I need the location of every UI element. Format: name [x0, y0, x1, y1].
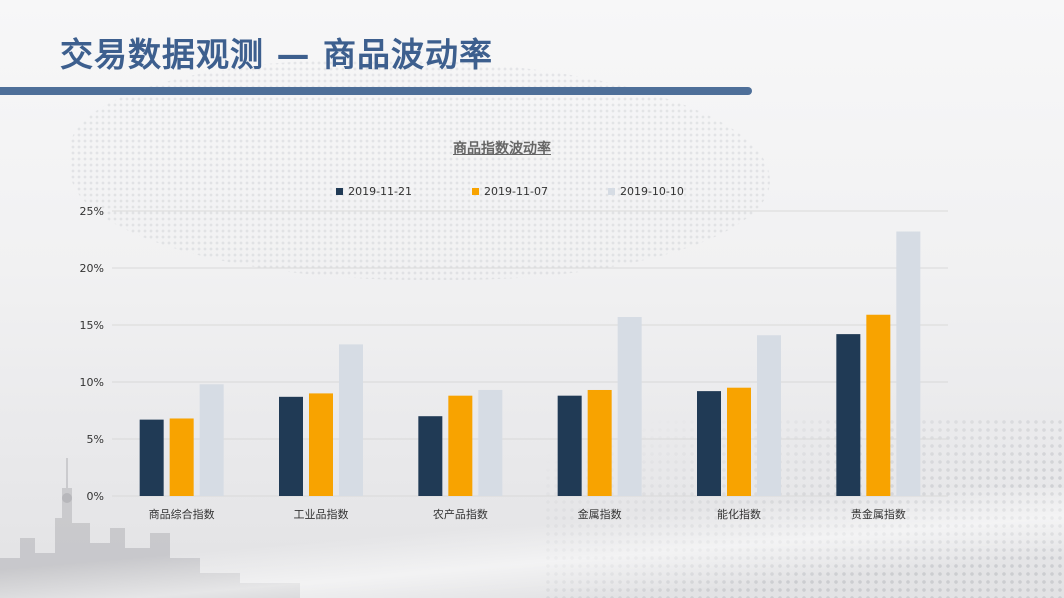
x-tick-label: 金属指数: [578, 507, 622, 521]
legend-swatch-series-1: [336, 188, 344, 195]
world-map-decoration: [70, 60, 770, 280]
bar-2: [587, 389, 612, 496]
chart-legend: 2019-11-21 2019-11-07 2019-10-10: [0, 185, 1020, 198]
legend-item-series-1: 2019-11-21: [336, 185, 412, 198]
legend-swatch-series-3: [607, 188, 615, 195]
legend-label-series-2: 2019-11-07: [484, 185, 548, 198]
x-tick-label: 农产品指数: [433, 507, 488, 521]
bar-2: [448, 395, 473, 496]
bar-3: [199, 384, 224, 496]
bar-3: [757, 335, 781, 496]
y-tick-label: 10%: [80, 376, 104, 389]
x-tick-label: 商品综合指数: [149, 507, 215, 521]
title-underline-bar: [0, 87, 752, 95]
y-tick-label: 5%: [87, 433, 104, 446]
bar-3: [896, 231, 921, 496]
bar-3: [478, 389, 503, 496]
bar-2: [309, 393, 333, 496]
bar-1: [557, 395, 582, 496]
bar-2: [727, 387, 751, 496]
y-tick-label: 0%: [87, 490, 104, 503]
bar-3: [617, 317, 642, 496]
y-tick-label: 15%: [80, 319, 104, 332]
legend-item-series-3: 2019-10-10: [607, 185, 684, 198]
y-tick-label: 25%: [80, 205, 104, 218]
legend-label-series-1: 2019-11-21: [348, 185, 413, 198]
bar-1: [836, 334, 861, 496]
bar-1: [139, 419, 164, 496]
x-tick-label: 贵金属指数: [851, 507, 906, 521]
wave-decoration: [0, 488, 1064, 598]
bar-2: [866, 314, 891, 496]
bar-2: [169, 418, 194, 496]
bar-3: [339, 344, 363, 496]
bar-1: [418, 416, 443, 496]
bar-1: [279, 396, 303, 496]
x-tick-label: 工业品指数: [294, 507, 349, 521]
y-tick-label: 20%: [80, 262, 104, 275]
chart-title: 商品指数波动率: [453, 141, 551, 157]
legend-item-series-2: 2019-11-07: [472, 185, 548, 198]
legend-label-series-3: 2019-10-10: [619, 185, 684, 198]
legend-swatch-series-2: [472, 188, 480, 195]
bar-1: [697, 391, 721, 496]
page-title: 交易数据观测 — 商品波动率: [60, 35, 493, 74]
x-tick-label: 能化指数: [717, 507, 761, 521]
